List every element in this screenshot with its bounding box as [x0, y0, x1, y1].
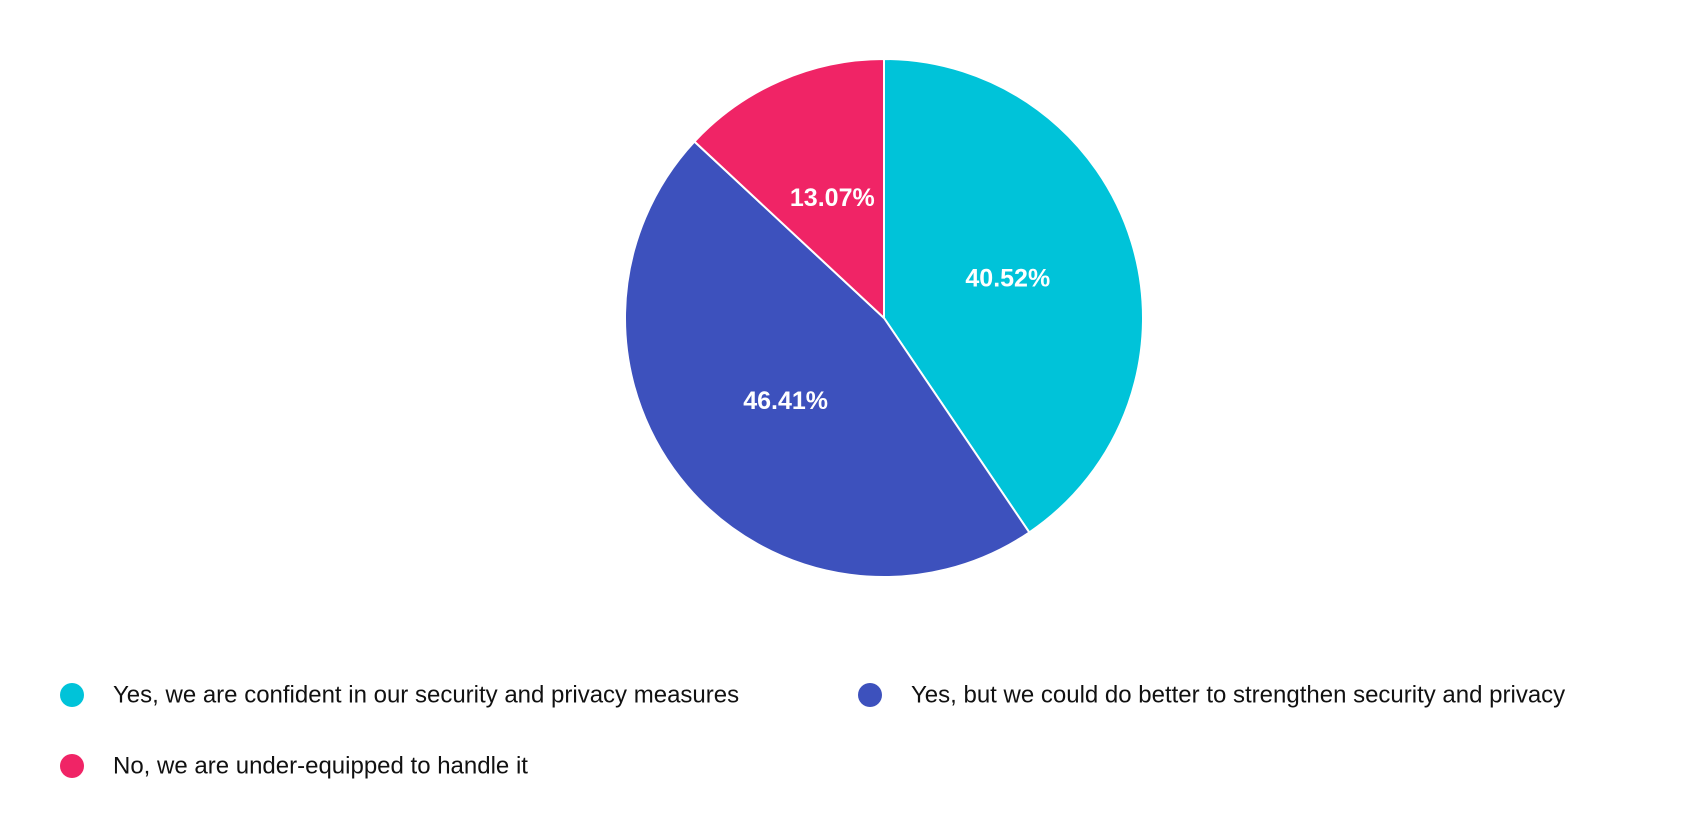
legend-marker	[60, 683, 84, 707]
pie-slice	[883, 57, 1144, 534]
slice-label: 46.41%	[743, 387, 828, 415]
slice-label: 40.52%	[965, 265, 1050, 293]
legend-label: Yes, we are confident in our security an…	[113, 681, 739, 708]
pie-slice	[624, 140, 1031, 578]
legend-marker	[858, 683, 882, 707]
legend-marker	[60, 754, 84, 778]
legend-label: Yes, but we could do better to strengthe…	[911, 681, 1565, 708]
slice-label: 13.07%	[790, 184, 875, 212]
pie-slice	[693, 57, 885, 321]
legend-label: No, we are under-equipped to handle it	[113, 752, 528, 779]
